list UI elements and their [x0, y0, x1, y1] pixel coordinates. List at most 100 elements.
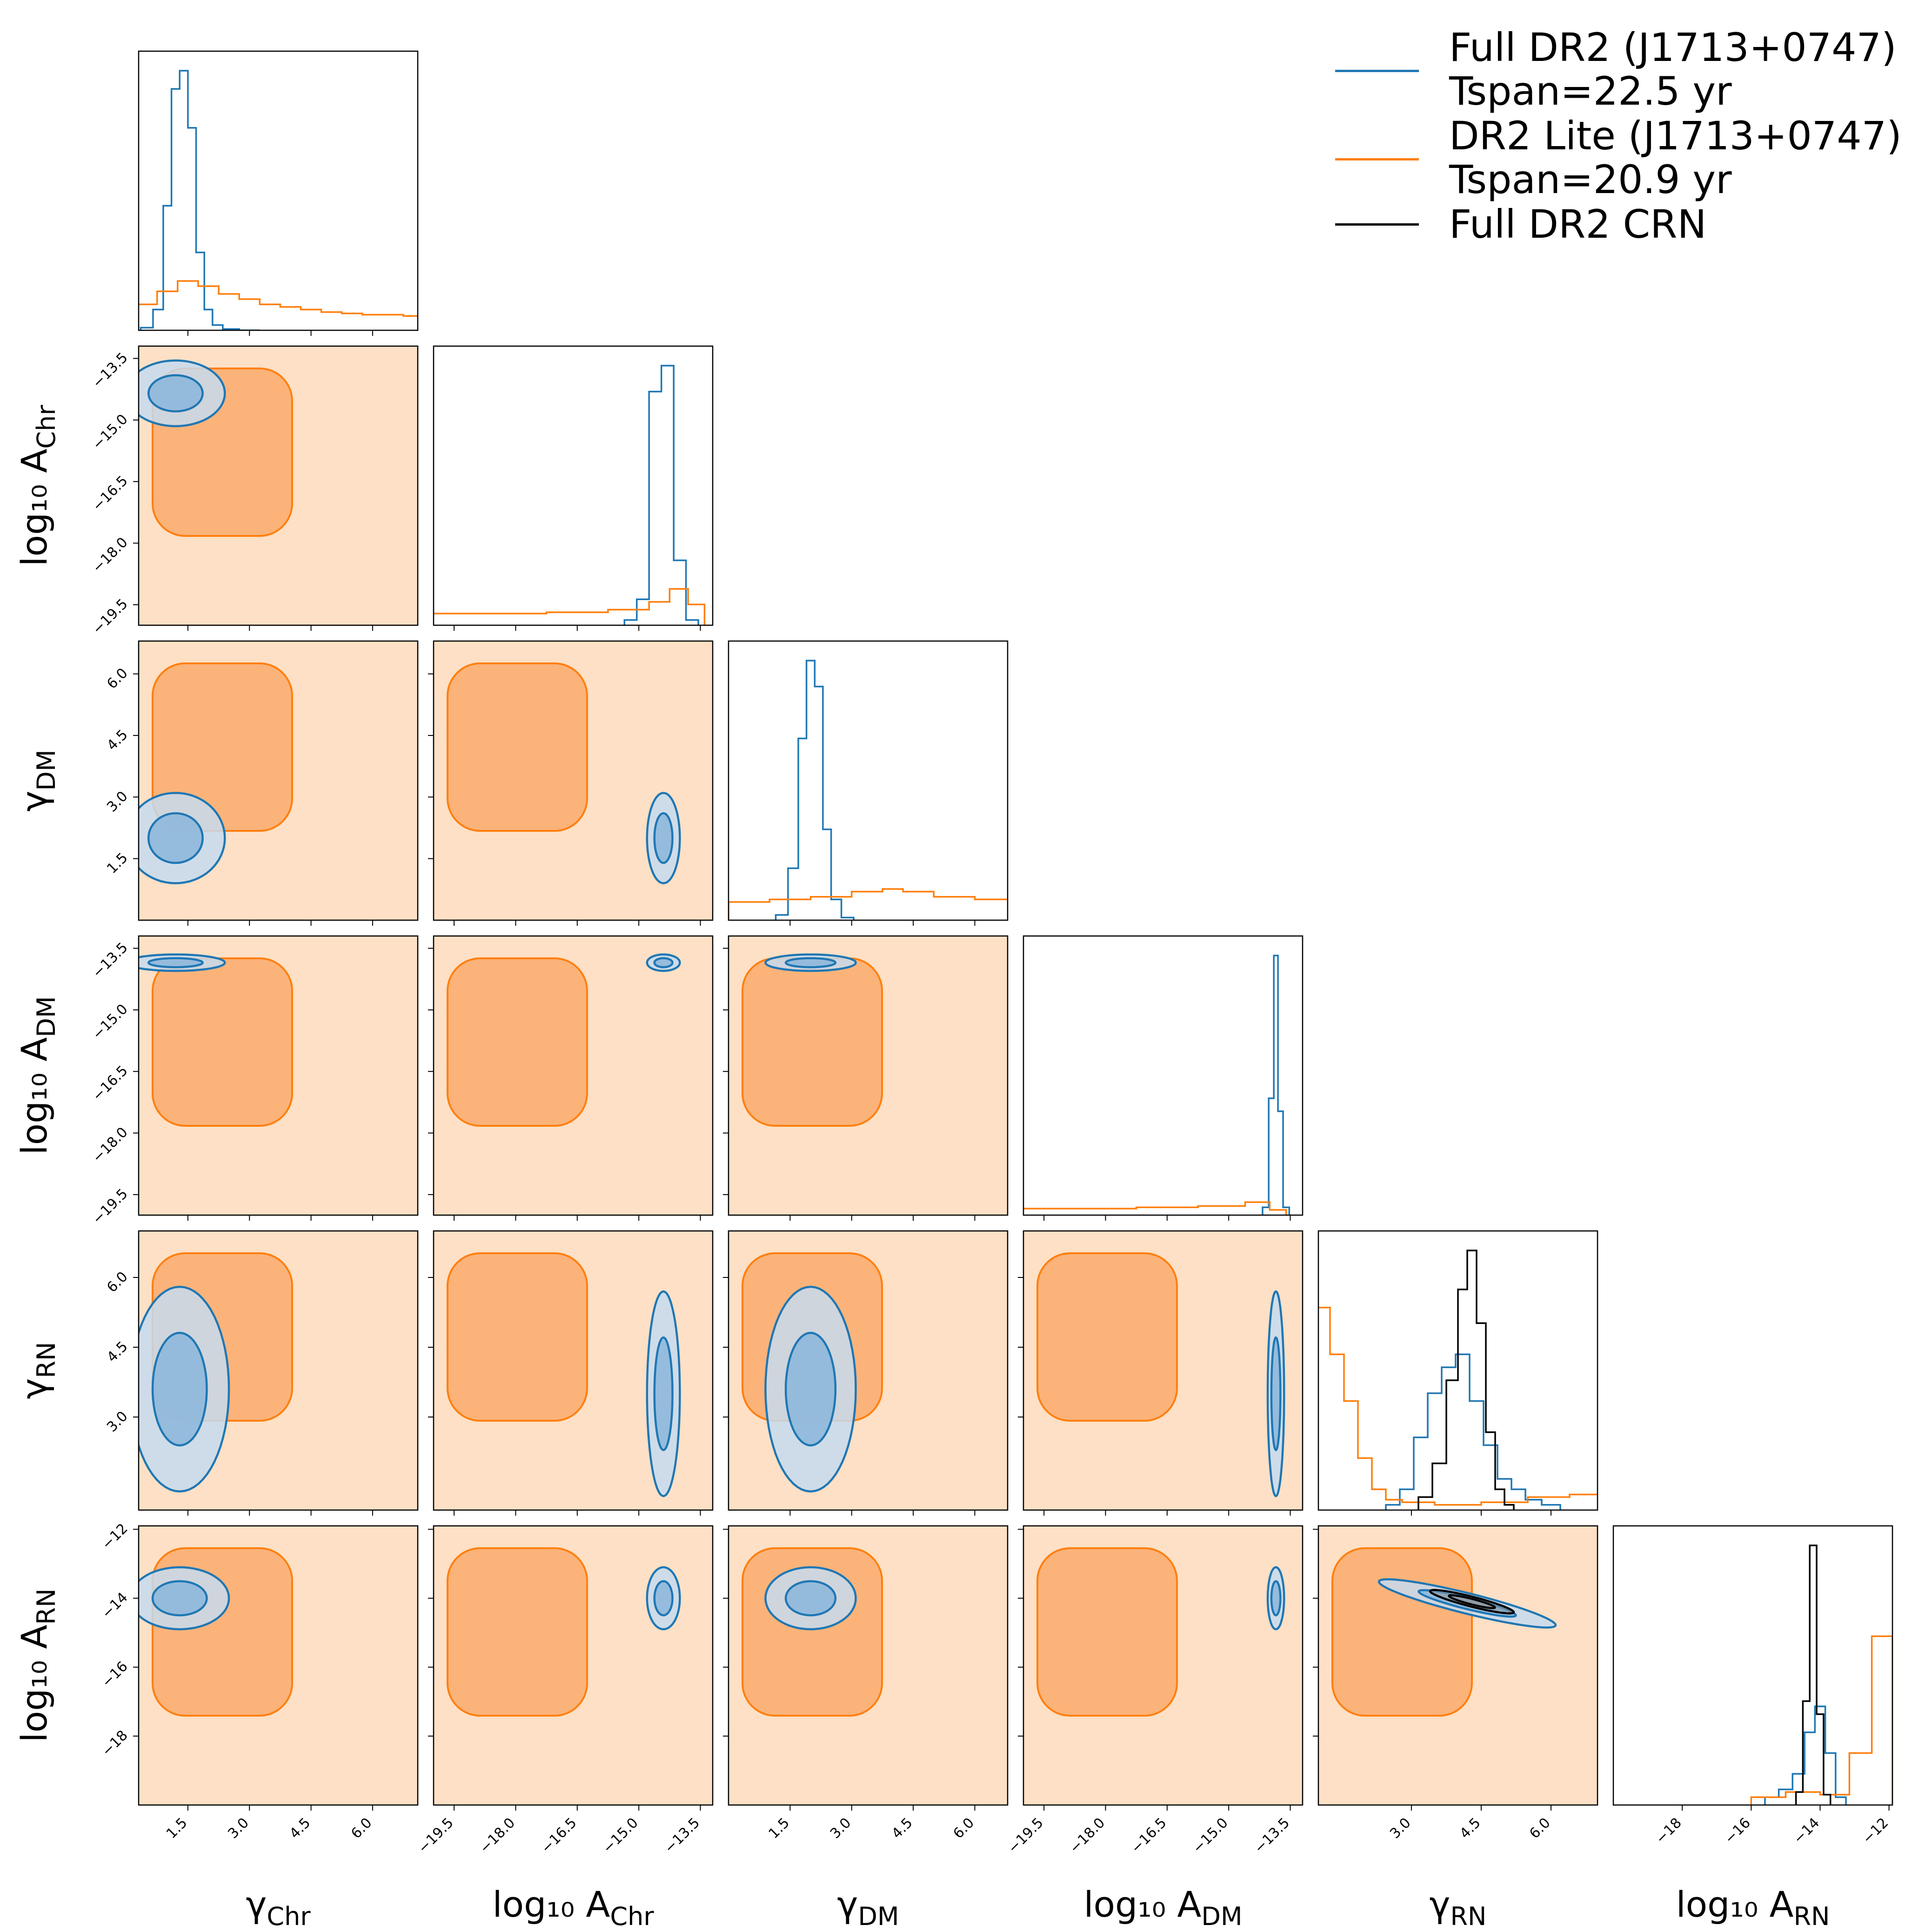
x-tick-label: 6.0	[950, 1815, 977, 1842]
legend-label: DR2 Lite (J1713+0747)	[1449, 113, 1902, 159]
panel-frame	[138, 935, 419, 1216]
x-tick-label: −13.5	[661, 1815, 703, 1857]
hist-panel-log10_A_chr	[433, 345, 714, 631]
y-tick-label: 3.0	[104, 788, 131, 815]
x-tick-label: −14	[1791, 1815, 1823, 1847]
lite-contour-inner	[1331, 1547, 1473, 1717]
y-axis-label-log10_A_chr: log₁₀ AChr	[13, 405, 61, 567]
full-contour-inner	[653, 812, 674, 864]
hist-full	[140, 70, 260, 330]
contour-panel-log10_A_dm-gamma_rn	[1018, 1230, 1304, 1516]
crn-contour-inner	[1448, 1594, 1496, 1610]
panel-frame	[1317, 1525, 1598, 1806]
y-tick-label: −18.0	[89, 1124, 131, 1166]
full-contour-inner	[653, 957, 674, 969]
x-tick-label: 4.5	[287, 1815, 314, 1842]
x-tick-label: 6.0	[348, 1815, 375, 1842]
y-tick-label: −12	[99, 1520, 131, 1553]
hist-lite	[729, 888, 1008, 920]
x-axis-label-gamma_chr: γChr	[246, 1884, 311, 1931]
x-tick-label: 1.5	[163, 1815, 190, 1842]
x-tick-label: 3.0	[1387, 1815, 1414, 1842]
panel-frame	[728, 640, 1009, 921]
legend-sublabel: Tspan=22.5 yr	[1449, 68, 1732, 114]
x-tick-label: 4.5	[1457, 1815, 1484, 1842]
panel-frame	[433, 1230, 714, 1511]
y-tick-label: 4.5	[104, 1338, 131, 1365]
full-contour-inner	[147, 812, 204, 864]
panel-frame	[138, 640, 419, 921]
lite-contour-inner	[1036, 1252, 1178, 1422]
panel-frame	[728, 935, 1009, 1216]
panel-frame	[1612, 1525, 1893, 1806]
contour-panel-gamma_chr-gamma_rn: 3.0 4.5 6.0	[104, 1230, 419, 1516]
lite-contour-inner	[447, 1252, 588, 1422]
y-tick-label: 4.5	[104, 727, 131, 754]
hist-lite	[1023, 1201, 1287, 1215]
x-axis-label-log10_A_chr: log₁₀ AChr	[492, 1884, 654, 1931]
x-axis-label-log10_A_rn: log₁₀ ARN	[1676, 1884, 1830, 1931]
x-tick-label: 4.5	[889, 1815, 916, 1842]
contour-panel-gamma_chr-log10_A_dm: −19.5 −18.0 −16.5 −15.0 −13.5	[89, 935, 419, 1228]
y-tick-label: 3.0	[104, 1408, 131, 1435]
panel-frame	[1023, 1525, 1304, 1806]
full-contour-inner	[151, 1331, 208, 1447]
x-axis-label-gamma_rn: γRN	[1430, 1884, 1487, 1931]
x-tick-label: 6.0	[1526, 1815, 1553, 1842]
lite-contour-inner	[152, 957, 293, 1127]
contour-panel-gamma_chr-gamma_dm: 1.5 3.0 4.5 6.0	[104, 640, 419, 926]
x-tick-label: −19.5	[1005, 1815, 1047, 1857]
contour-panel-log10_A_chr-gamma_rn	[428, 1230, 714, 1516]
y-tick-label: −13.5	[89, 939, 131, 981]
panel-frame	[433, 640, 714, 921]
x-tick-label: −18	[1652, 1815, 1685, 1847]
x-axis-label-gamma_dm: γDM	[837, 1884, 899, 1931]
full-contour-inner	[784, 957, 837, 969]
panel-frame	[138, 345, 419, 626]
lite-contour-inner	[447, 1547, 588, 1717]
y-axis-label-gamma_rn: γRN	[13, 1342, 61, 1399]
y-tick-label: −19.5	[89, 596, 131, 638]
hist-panel-log10_A_dm	[1023, 935, 1304, 1221]
hist-crn	[1795, 1544, 1832, 1805]
panel-frame	[728, 1230, 1009, 1511]
full-contour-inner	[151, 1580, 208, 1617]
full-contour-inner	[784, 1580, 837, 1617]
hist-full	[1764, 1705, 1847, 1805]
x-tick-label: −15.0	[1190, 1815, 1231, 1857]
contour-panel-gamma_dm-log10_A_rn: 1.5 3.0 4.5 6.0	[723, 1525, 1009, 1842]
x-tick-label: −13.5	[1251, 1815, 1293, 1857]
legend-label: Full DR2 (J1713+0747)	[1449, 25, 1897, 70]
hist-panel-log10_A_rn: −18 −16 −14 −12	[1612, 1525, 1893, 1847]
x-tick-label: −18.0	[476, 1815, 518, 1857]
lite-contour-inner	[447, 957, 588, 1127]
legend-swatch-lite	[1335, 158, 1419, 160]
contour-panel-gamma_chr-log10_A_chr: −19.5 −18.0 −16.5 −15.0 −13.5	[89, 345, 419, 638]
contour-panel-log10_A_chr-log10_A_dm	[428, 935, 714, 1221]
contour-panel-gamma_dm-gamma_rn	[723, 1230, 1009, 1516]
contour-panel-gamma_chr-log10_A_rn: 1.5 3.0 4.5 6.0 −18 −16 −14 −12	[99, 1520, 419, 1842]
y-axis-label-gamma_dm: γDM	[13, 749, 61, 811]
contour-panel-log10_A_chr-gamma_dm	[428, 640, 714, 926]
hist-panel-gamma_chr	[138, 50, 419, 336]
hist-full	[775, 660, 855, 920]
lite-contour-inner	[447, 662, 588, 832]
x-tick-label: 3.0	[827, 1815, 854, 1842]
hist-panel-gamma_dm	[728, 640, 1009, 926]
contour-panel-gamma_dm-log10_A_dm	[723, 935, 1009, 1221]
y-tick-label: 1.5	[104, 850, 131, 877]
y-tick-label: −18	[99, 1727, 131, 1760]
y-tick-label: 6.0	[104, 1269, 131, 1296]
hist-lite	[1750, 1635, 1892, 1805]
x-tick-label: −15.0	[600, 1815, 642, 1857]
legend-sublabel: Tspan=20.9 yr	[1449, 157, 1732, 202]
y-tick-label: −14	[99, 1589, 131, 1622]
contour-panel-gamma_rn-log10_A_rn: 3.0 4.5 6.0	[1313, 1525, 1598, 1842]
panel-frame	[1317, 1230, 1598, 1511]
y-tick-label: −16	[99, 1658, 131, 1691]
hist-full	[1385, 1353, 1561, 1510]
y-tick-label: −16.5	[89, 473, 131, 515]
x-tick-label: 3.0	[225, 1815, 252, 1842]
hist-full	[1262, 955, 1290, 1215]
